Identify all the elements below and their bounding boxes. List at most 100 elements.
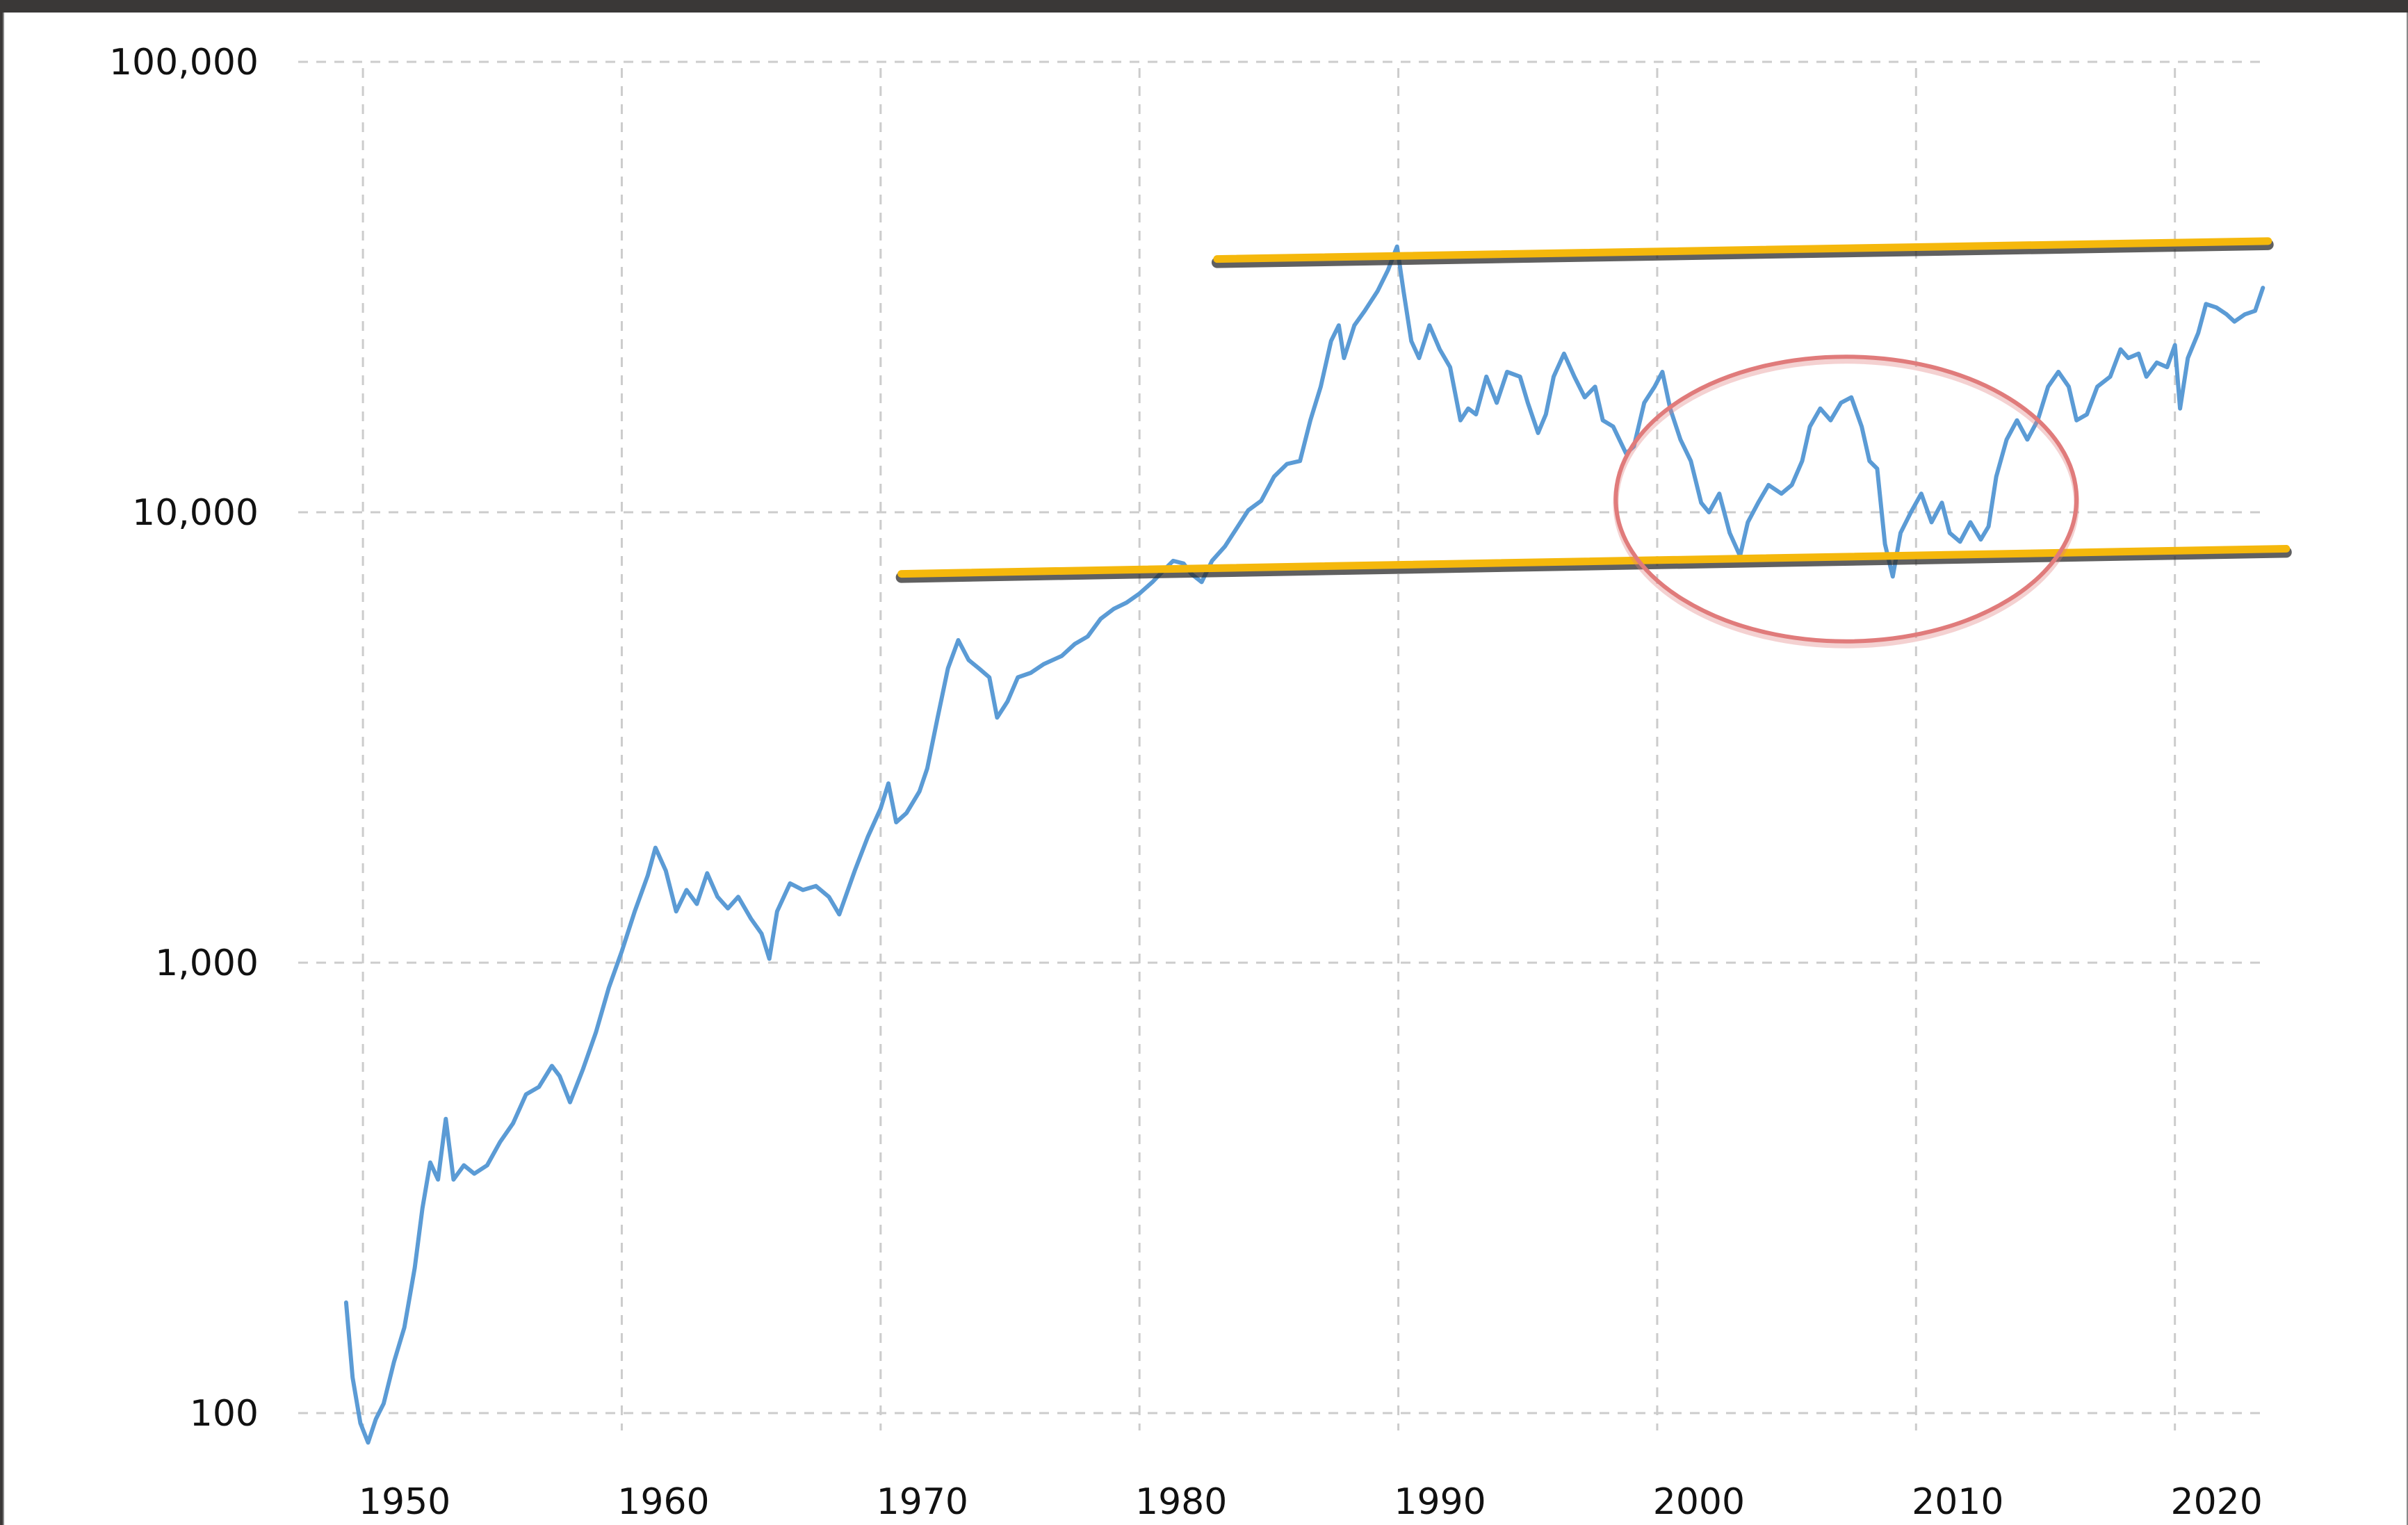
- data-point: [1808, 425, 1812, 428]
- data-point: [2057, 370, 2060, 373]
- data-point: [1987, 525, 1990, 528]
- data-point: [1402, 289, 1405, 293]
- data-point: [1800, 459, 1804, 462]
- data-point: [1016, 676, 1019, 679]
- data-point: [537, 1085, 541, 1088]
- data-point: [413, 1266, 416, 1269]
- data-point: [620, 949, 624, 953]
- data-point: [2261, 286, 2265, 289]
- data-point: [1969, 521, 1972, 524]
- data-point: [382, 1402, 385, 1405]
- data-point: [1850, 395, 1853, 399]
- data-point: [2197, 332, 2199, 334]
- data-point: [1210, 560, 1214, 562]
- data-point: [1319, 385, 1322, 389]
- data-point: [1583, 395, 1586, 399]
- data-point: [802, 888, 804, 892]
- data-point: [374, 1417, 377, 1421]
- data-point: [1700, 501, 1702, 505]
- data-point: [1527, 401, 1529, 405]
- data-point: [866, 835, 869, 839]
- x-tick-label: 1970: [877, 1481, 968, 1523]
- data-point: [1767, 483, 1770, 487]
- data-point: [1899, 531, 1902, 535]
- data-point: [2108, 375, 2112, 378]
- data-point: [1428, 324, 1431, 327]
- data-point: [437, 1178, 439, 1181]
- data-point: [1042, 662, 1046, 666]
- data-point: [706, 872, 709, 875]
- annotation-layer: [895, 237, 2292, 649]
- data-point: [1417, 357, 1421, 359]
- data-point: [2243, 313, 2246, 316]
- data-point: [569, 1101, 571, 1104]
- data-point: [1518, 375, 1522, 378]
- data-point: [1930, 521, 1933, 524]
- data-point: [1376, 289, 1379, 293]
- data-point: [1790, 483, 1793, 487]
- data-point: [1892, 575, 1894, 578]
- series-layer: [343, 244, 2265, 1445]
- data-point: [1780, 492, 1783, 495]
- data-point: [608, 986, 610, 989]
- data-point: [2179, 407, 2181, 410]
- data-point: [1125, 601, 1128, 604]
- data-point: [2067, 385, 2070, 389]
- chart-frame: 100 1,000 10,000 100,000 1950 1960 1970 1980 19…: [3, 13, 2408, 1525]
- data-point: [1363, 309, 1366, 313]
- data-point: [926, 767, 929, 770]
- data-point: [1438, 348, 1441, 351]
- data-point: [827, 895, 831, 899]
- data-point: [895, 821, 897, 824]
- data-point: [1200, 580, 1203, 584]
- data-point: [2047, 385, 2049, 389]
- data-point: [2005, 438, 2008, 441]
- data-point: [452, 1178, 455, 1181]
- data-point: [2165, 366, 2169, 368]
- data-point: [1246, 509, 1250, 512]
- data-point: [1030, 671, 1032, 674]
- data-point: [421, 1207, 424, 1210]
- data-point: [1883, 542, 1887, 546]
- data-point: [1611, 425, 1615, 428]
- data-point: [2254, 309, 2256, 313]
- data-point: [1563, 352, 1565, 355]
- data-point: [1679, 438, 1682, 441]
- data-point: [2137, 352, 2140, 355]
- data-point: [581, 1068, 585, 1071]
- data-point: [905, 811, 908, 815]
- trend-line-1: [897, 544, 2291, 578]
- data-point: [995, 716, 999, 719]
- data-point: [1757, 501, 1759, 505]
- data-point: [674, 910, 678, 913]
- data-point: [788, 882, 792, 885]
- data-point: [2186, 357, 2190, 359]
- x-tick-label: 2020: [2170, 1481, 2262, 1523]
- data-point: [695, 902, 699, 906]
- y-tick-label: 1,000: [155, 943, 259, 984]
- data-point: [1839, 401, 1843, 405]
- highlight-ellipse: [1613, 354, 2079, 644]
- x-tick-label: 1960: [617, 1481, 709, 1523]
- y-tick-label: 10,000: [132, 492, 259, 534]
- trend-line-0: [1213, 237, 2272, 263]
- data-point: [2015, 418, 2019, 422]
- data-point: [936, 716, 939, 719]
- data-point: [1485, 375, 1488, 378]
- data-point: [654, 846, 657, 849]
- data-point: [345, 1301, 348, 1304]
- data-point: [1728, 531, 1731, 535]
- data-point: [646, 874, 649, 877]
- data-point: [887, 782, 890, 785]
- data-point: [1006, 700, 1009, 703]
- data-point: [1552, 375, 1555, 378]
- data-point: [946, 667, 950, 670]
- data-point: [594, 1031, 597, 1034]
- x-tick-label: 1950: [359, 1481, 450, 1523]
- data-point: [1112, 607, 1115, 610]
- data-point: [2204, 302, 2208, 306]
- data-point: [1342, 357, 1346, 359]
- data-point: [988, 676, 991, 679]
- data-point: [1260, 499, 1262, 503]
- data-point: [1182, 562, 1185, 565]
